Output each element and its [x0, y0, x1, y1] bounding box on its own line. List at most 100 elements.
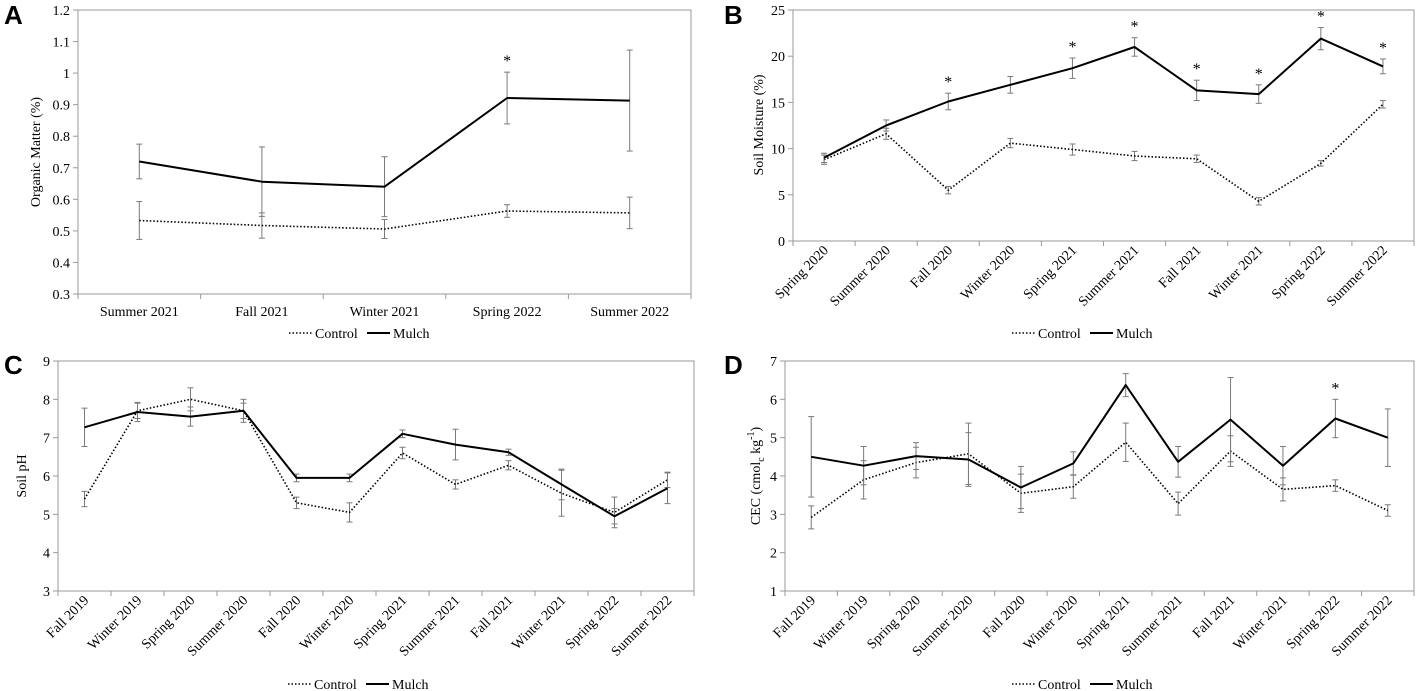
y-tick-label: 7: [770, 355, 777, 370]
y-tick-label: 6: [43, 470, 50, 485]
legend-b: Control Mulch: [1012, 327, 1153, 342]
y-axis-title-d-prefix: CEC (cmol: [749, 462, 764, 525]
x-tick-label: Fall 2020: [908, 243, 956, 291]
x-tick-label: Summer 2022: [590, 305, 669, 320]
y-tick-label: 1.1: [53, 36, 71, 51]
legend-label-mulch-a: Mulch: [393, 327, 430, 342]
y-tick-label: 3: [770, 508, 777, 523]
x-tick-label: Winter 2019: [811, 593, 871, 653]
y-tick-label: 0.9: [53, 99, 71, 114]
error-bar-control-b: [1007, 137, 1014, 149]
y-axis-title-b: Soil Moisture (%): [752, 74, 767, 175]
x-tick-label: Winter 2021: [1207, 243, 1267, 303]
error-bar-control-b: [1379, 100, 1386, 109]
y-tick-label: 1.2: [53, 4, 71, 19]
plot-area-c: [57, 360, 695, 592]
error-bar-mulch-c: [81, 407, 88, 447]
legend-label-mulch-b: Mulch: [1116, 327, 1153, 342]
x-tick-label: Fall 2021: [1156, 243, 1204, 291]
y-axis-title-d-sup: -1: [746, 431, 757, 439]
x-tick-label: Summer 2021: [1076, 243, 1142, 309]
y-axis-title-d-mid: kg: [749, 440, 764, 458]
x-tick-label: Winter 2019: [85, 593, 145, 653]
y-tick-label: 0: [778, 235, 785, 250]
significance-marker: *: [503, 53, 511, 70]
y-tick-label: 1: [770, 585, 777, 600]
y-tick-label: 0.4: [53, 256, 71, 271]
legend-label-control-c: Control: [314, 678, 357, 691]
y-tick-label: 5: [770, 432, 777, 447]
legend-c: Control Mulch: [288, 678, 429, 691]
y-tick-label: 10: [771, 143, 785, 158]
significance-marker: *: [1331, 380, 1339, 397]
y-tick-label: 4: [43, 547, 50, 562]
panel-letter-c: C: [4, 350, 23, 380]
significance-marker: *: [1317, 9, 1325, 26]
x-tick-label: Winter 2021: [1231, 593, 1291, 653]
x-tick-label: Summer 2021: [100, 305, 179, 320]
significance-marker: *: [1068, 39, 1076, 56]
legend-label-control-b: Control: [1038, 327, 1081, 342]
error-bar-control-c: [399, 446, 406, 460]
y-axis-title-d-sub: c: [756, 457, 767, 462]
error-bar-control-c: [452, 479, 459, 490]
x-tick-label: Fall 2020: [256, 593, 304, 641]
y-tick-label: 5: [43, 508, 50, 523]
y-tick-label: 2: [770, 547, 777, 562]
legend-d: Control Mulch: [1012, 678, 1153, 691]
y-axis-title-a: Organic Matter (%): [29, 97, 44, 207]
error-bar-control-a: [626, 196, 633, 230]
error-bar-control-a: [504, 204, 511, 218]
error-bar-control-d: [1175, 491, 1182, 516]
series-line-control-c: [83, 398, 668, 514]
y-tick-label: 0.8: [53, 130, 71, 145]
x-tick-label: Spring 2020: [773, 243, 832, 302]
y-tick-label: 3: [43, 585, 50, 600]
significance-marker: *: [1193, 61, 1201, 78]
plot-area-d: [784, 360, 1415, 592]
series-line-control-a: [139, 210, 630, 230]
y-axis-title-c: Soil pH: [15, 454, 30, 497]
legend-label-control-a: Control: [315, 327, 358, 342]
error-bar-control-d: [1122, 422, 1129, 462]
error-bar-control-a: [136, 201, 143, 240]
y-tick-label: 8: [43, 393, 50, 408]
y-tick-label: 1: [63, 67, 70, 82]
legend-a: Control Mulch: [289, 327, 430, 342]
significance-marker: *: [1131, 19, 1139, 36]
x-tick-label: Spring 2021: [1021, 243, 1080, 302]
x-tick-label: Fall 2021: [1190, 593, 1238, 641]
x-tick-label: Summer 2022: [1324, 243, 1390, 309]
panel-letter-d: D: [724, 350, 743, 380]
x-tick-label: Winter 2020: [1021, 593, 1081, 653]
y-tick-label: 0.5: [53, 225, 71, 240]
x-tick-label: Fall 2021: [235, 305, 288, 320]
y-tick-label: 4: [770, 470, 777, 485]
x-tick-label: Fall 2020: [980, 593, 1028, 641]
error-bar-control-c: [293, 496, 300, 510]
x-tick-label: Winter 2020: [297, 593, 357, 653]
significance-marker: *: [1255, 66, 1263, 83]
y-axis-title-d: CEC (cmolc kg-1): [746, 426, 767, 525]
significance-marker: *: [1379, 40, 1387, 57]
error-bar-control-b: [1193, 154, 1200, 163]
series-line-control-d: [810, 441, 1389, 519]
x-tick-label: Winter 2020: [958, 243, 1018, 303]
y-tick-label: 0.7: [53, 162, 71, 177]
y-tick-label: 9: [43, 355, 50, 370]
x-tick-label: Fall 2021: [468, 593, 516, 641]
panel-letter-a: A: [4, 0, 23, 30]
y-tick-label: 7: [43, 432, 50, 447]
x-tick-label: Fall 2019: [771, 593, 819, 641]
error-bar-mulch-a: [136, 143, 143, 180]
y-tick-label: 25: [771, 4, 785, 19]
legend-label-control-d: Control: [1038, 678, 1081, 691]
error-bar-mulch-c: [664, 472, 671, 505]
plot-area-b: [792, 9, 1415, 242]
y-tick-label: 15: [771, 96, 785, 111]
series-line-control-b: [823, 103, 1384, 203]
series-line-mulch-d: [811, 384, 1389, 489]
